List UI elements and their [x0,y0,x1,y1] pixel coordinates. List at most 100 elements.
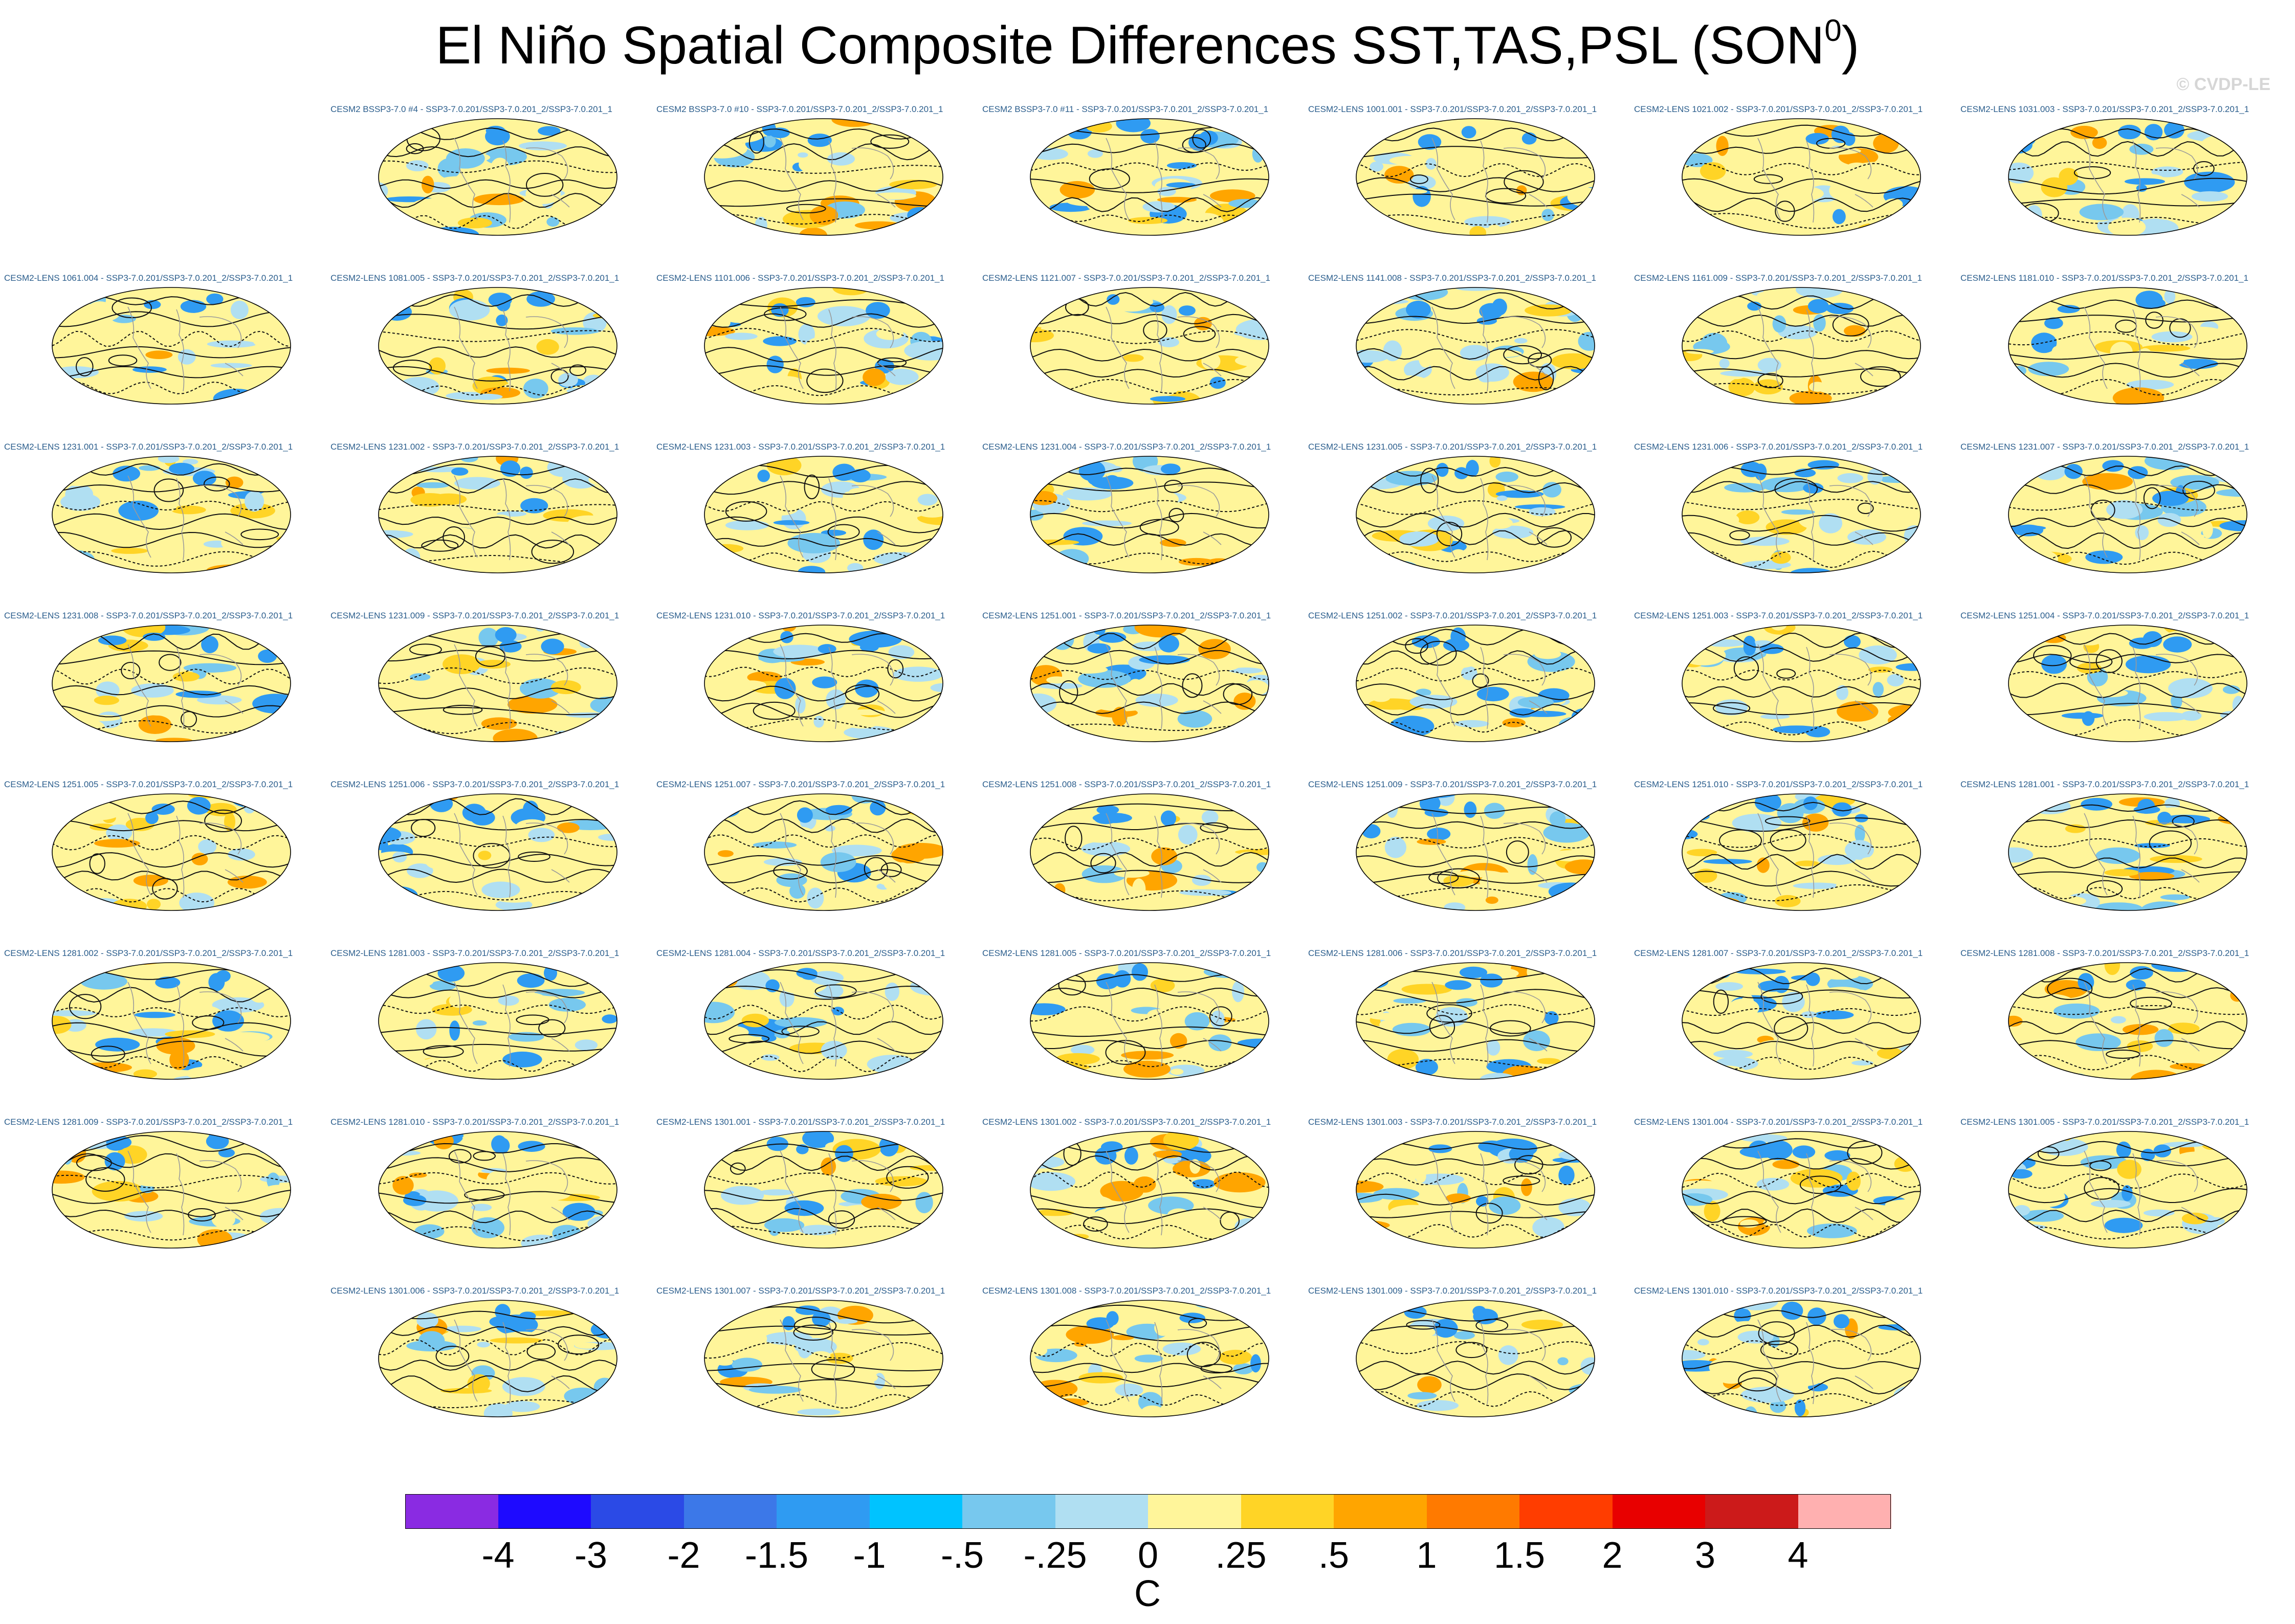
anomaly-patch [257,1131,276,1139]
anomaly-patch [1182,1181,1194,1194]
anomaly-patch [798,152,808,158]
anomaly-patch [910,455,922,465]
anomaly-patch [1681,118,1703,133]
anomaly-patch [1374,561,1418,574]
anomaly-patch [1868,315,1893,330]
anomaly-patch [752,550,788,569]
anomaly-patch [1881,118,1892,127]
cold-patch [520,466,533,479]
panel-label: CESM2-LENS 1301.003 - SSP3-7.0.201/SSP3-… [1308,1117,1632,1127]
map-panel [2007,286,2248,405]
cold-patch [517,973,545,988]
anomaly-patch [585,1065,595,1079]
anomaly-patch [1558,1166,1574,1185]
anomaly-patch [1773,1160,1800,1169]
anomaly-patch [918,494,938,506]
panel-label: CESM2-LENS 1231.002 - SSP3-7.0.201/SSP3-… [330,442,655,452]
map-svg [1681,1299,1922,1418]
anomaly-patch [2070,126,2098,139]
anomaly-patch [1261,118,1270,127]
colorbar-tick-label: 2 [1602,1534,1622,1576]
map-svg [1681,624,1922,743]
anomaly-patch [1564,520,1594,532]
anomaly-patch [1370,162,1384,172]
map-svg [378,118,618,236]
anomaly-patch [1571,809,1596,817]
cold-patch [1159,635,1179,652]
anomaly-patch [473,1020,487,1026]
anomaly-patch [1428,516,1464,531]
anomaly-patch [2091,1200,2131,1208]
anomaly-patch [1369,1013,1406,1020]
anomaly-patch [1355,729,1391,743]
anomaly-patch [2224,472,2248,479]
anomaly-patch [2205,370,2218,377]
colorbar-cell [1334,1494,1427,1529]
anomaly-patch [1452,1032,1496,1041]
anomaly-patch [732,1358,762,1371]
map-svg [1355,455,1596,574]
anomaly-patch [74,738,105,743]
map-panel [1029,455,1270,574]
anomaly-patch [910,1307,926,1318]
anomaly-patch [594,1378,616,1398]
panel-label: CESM2-LENS 1251.002 - SSP3-7.0.201/SSP3-… [1308,611,1632,621]
cold-patch [1179,1312,1205,1323]
anomaly-patch [519,141,567,150]
anomaly-patch [1521,1178,1532,1196]
cold-patch [486,126,505,136]
anomaly-patch [1443,1163,1495,1169]
cold-patch [1759,644,1783,654]
anomaly-patch [725,333,757,340]
map-panel [703,286,944,405]
anomaly-patch [1357,299,1408,304]
anomaly-patch [1129,381,1178,397]
anomaly-patch [1724,515,1739,525]
anomaly-patch [204,962,249,964]
anomaly-patch [2170,1063,2209,1070]
anomaly-patch [1525,733,1574,741]
anomaly-patch [1533,640,1551,648]
map-svg [1681,455,1922,574]
cold-patch [1445,980,1471,990]
anomaly-patch [1417,1376,1442,1394]
anomaly-patch [1047,793,1063,799]
cold-patch [1462,126,1476,138]
anomaly-patch [546,217,559,227]
anomaly-patch [249,497,262,510]
anomaly-patch [916,884,944,903]
anomaly-patch [536,339,559,355]
anomaly-patch [379,722,415,737]
anomaly-patch [795,696,805,714]
anomaly-patch [1252,145,1264,163]
anomaly-patch [236,986,263,993]
anomaly-patch [2033,1188,2065,1207]
anomaly-patch [528,828,555,842]
anomaly-patch [1724,1411,1757,1418]
anomaly-patch [742,1014,769,1028]
map-panel [1029,286,1270,405]
anomaly-patch [2031,397,2062,404]
colorbar-tick-label: 0 [1138,1534,1158,1576]
anomaly-patch [1166,1399,1209,1405]
anomaly-patch [173,672,200,681]
anomaly-patch [1814,1011,1854,1020]
anomaly-patch [1838,473,1863,483]
anomaly-patch [378,889,391,897]
panel-label: CESM2-LENS 1301.009 - SSP3-7.0.201/SSP3-… [1308,1286,1632,1296]
anomaly-patch [711,802,734,817]
panel-label: CESM2 BSSP3-7.0 #4 - SSP3-7.0.201/SSP3-7… [330,104,655,115]
anomaly-patch [252,1146,271,1167]
colorbar-tick-label: -1 [853,1534,886,1576]
anomaly-patch [1219,1350,1252,1365]
map-panel [1029,962,1270,1080]
map-svg [1681,962,1922,1080]
map-panel [2007,455,2248,574]
anomaly-patch [1782,1375,1821,1386]
map-svg [51,962,292,1080]
anomaly-patch [572,793,583,803]
anomaly-patch [221,535,251,551]
anomaly-patch [712,1049,728,1069]
anomaly-patch [1040,1242,1079,1249]
anomaly-patch [1847,529,1886,545]
